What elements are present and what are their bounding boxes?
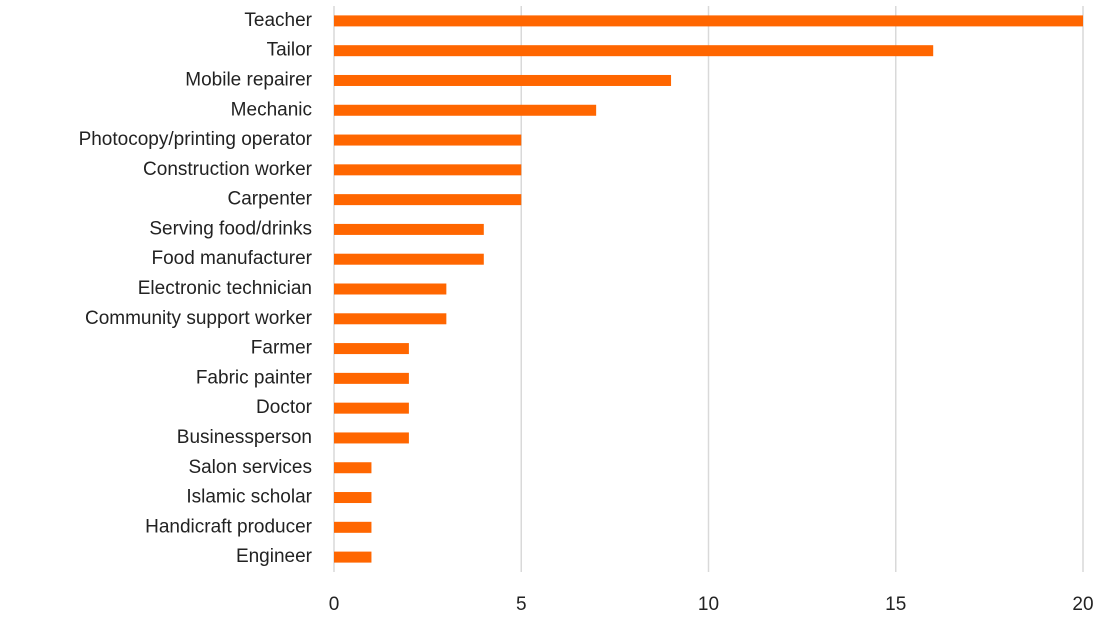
bar (334, 551, 372, 563)
bar (334, 15, 1083, 27)
y-tick-label: Doctor (256, 397, 313, 418)
bar (334, 134, 522, 146)
bar (334, 283, 447, 295)
x-tick-label: 15 (885, 594, 906, 615)
y-tick-label: Construction worker (143, 159, 313, 180)
bar (334, 372, 409, 384)
bar (334, 402, 409, 414)
y-tick-label: Mobile repairer (185, 69, 312, 90)
bar (334, 313, 447, 325)
bar (334, 104, 597, 116)
x-tick-label: 5 (516, 594, 527, 615)
x-tick-label: 0 (329, 594, 340, 615)
y-tick-label: Photocopy/printing operator (79, 129, 313, 150)
bar (334, 521, 372, 533)
x-tick-label: 20 (1072, 594, 1093, 615)
bar (334, 45, 934, 57)
bar (334, 253, 484, 265)
bar (334, 164, 522, 176)
y-tick-label: Carpenter (228, 189, 313, 210)
y-tick-label: Salon services (188, 457, 312, 478)
y-tick-label: Electronic technician (138, 278, 312, 299)
y-tick-label: Mechanic (231, 99, 312, 120)
y-tick-label: Serving food/drinks (149, 218, 312, 239)
y-tick-label: Engineer (236, 546, 313, 567)
bar (334, 462, 372, 474)
y-tick-label: Teacher (244, 10, 312, 31)
y-tick-label: Farmer (251, 338, 313, 359)
y-tick-label: Community support worker (85, 308, 313, 329)
x-tick-label: 10 (698, 594, 719, 615)
y-tick-label: Tailor (267, 40, 313, 61)
y-tick-label: Fabric painter (196, 367, 313, 388)
y-tick-label: Handicraft producer (145, 516, 313, 537)
bar (334, 343, 409, 355)
y-tick-label: Food manufacturer (151, 248, 312, 269)
bar (334, 223, 484, 235)
y-tick-label: Islamic scholar (186, 487, 312, 508)
bar (334, 74, 672, 86)
bar (334, 432, 409, 444)
bar (334, 194, 522, 206)
bar (334, 492, 372, 504)
y-tick-label: Businessperson (177, 427, 312, 448)
